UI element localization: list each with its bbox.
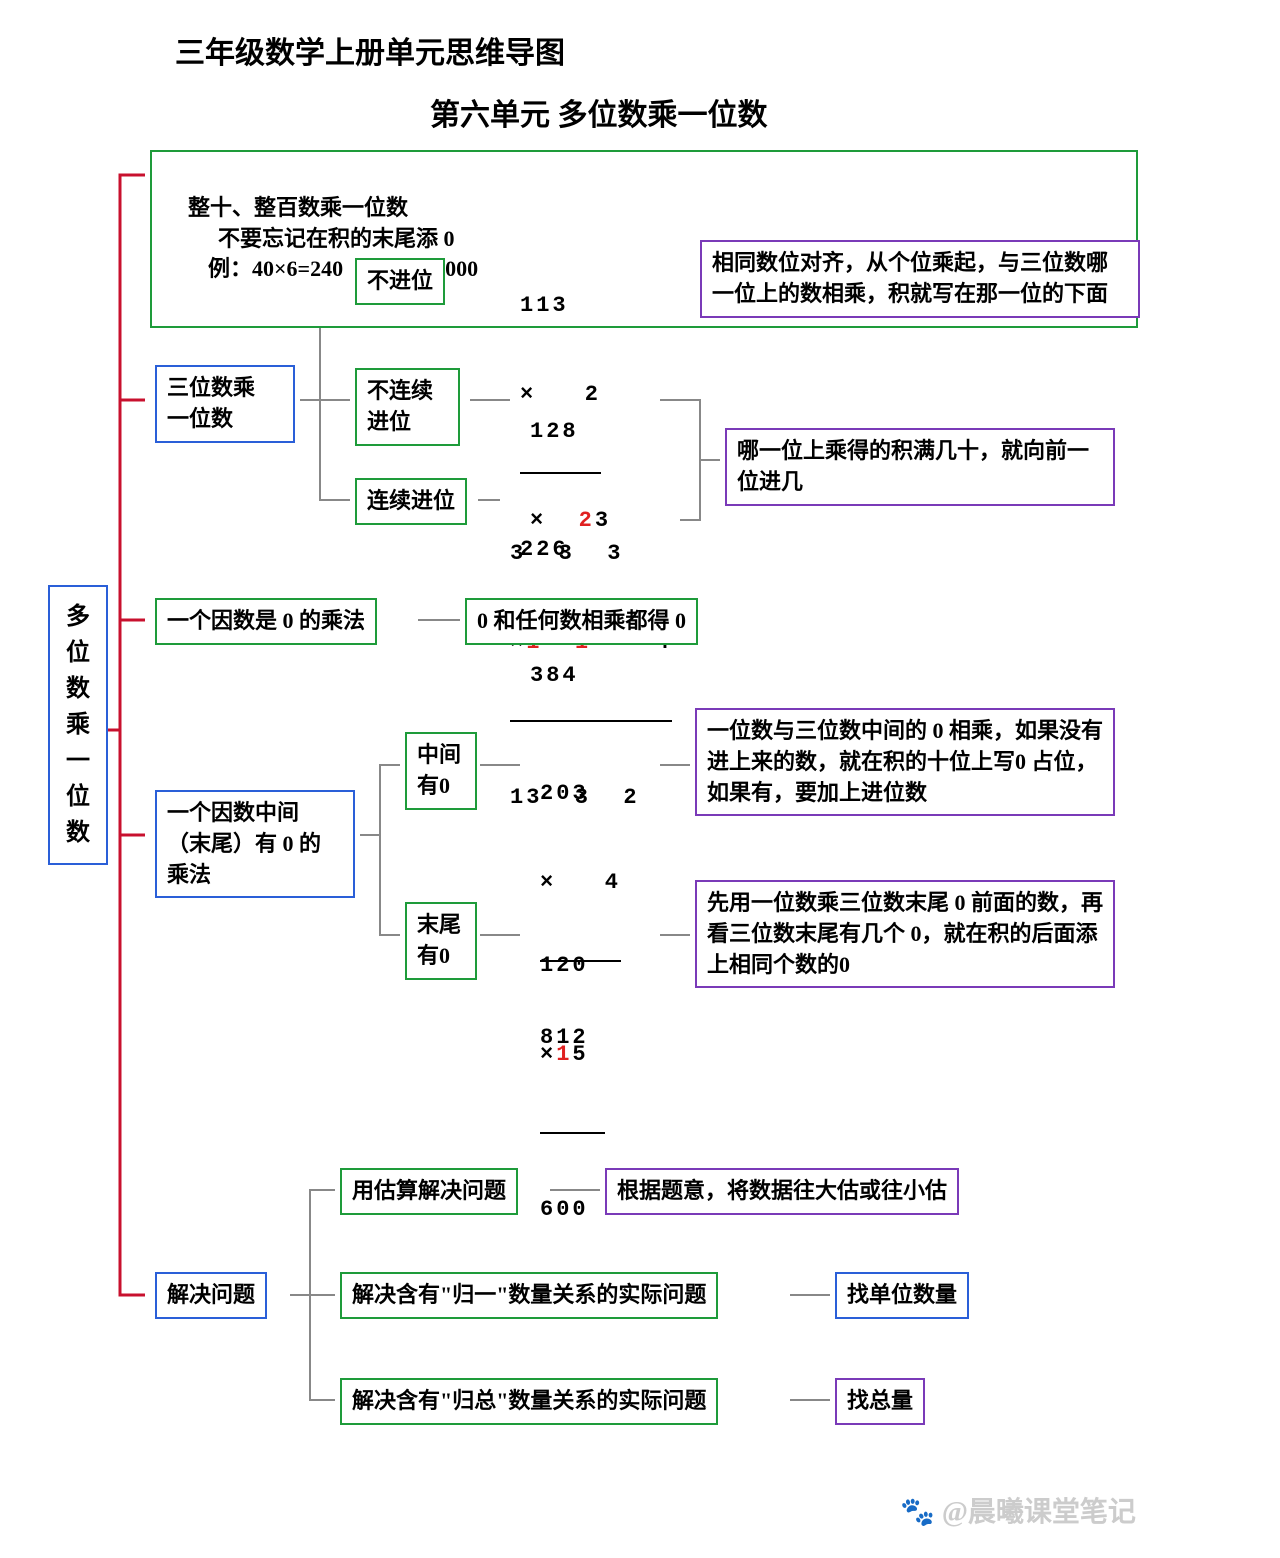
branch2-desc: 0 和任何数相乘都得 0 — [465, 598, 698, 645]
branch1-sub1: 不进位 — [355, 258, 445, 305]
branch2-main: 一个因数是 0 的乘法 — [155, 598, 377, 645]
branch1-sub1-desc: 相同数位对齐，从个位乘起，与三位数哪一位上的数相乘，积就写在那一位的下面 — [700, 240, 1140, 318]
branch3-sub1: 中间 有0 — [405, 732, 477, 810]
branch4-main: 解决问题 — [155, 1272, 267, 1319]
branch1-shared-desc: 哪一位上乘得的积满几十，就向前一位进几 — [725, 428, 1115, 506]
watermark: 🐾 @晨曦课堂笔记 — [900, 1490, 1136, 1530]
diagram-canvas: 三年级数学上册单元思维导图 第六单元 多位数乘一位数 整十、整百数乘一位数 不要… — [0, 0, 1280, 1558]
branch4-sub2: 解决含有"归一"数量关系的实际问题 — [340, 1272, 718, 1319]
calc-row: ×15 — [540, 1040, 605, 1070]
branch1-sub2: 不连续 进位 — [355, 368, 460, 446]
top-box-part2: 不要忘记在积的末尾添 0 — [218, 224, 455, 255]
branch4-sub3-desc: 找总量 — [835, 1378, 925, 1425]
branch1-main: 三位数乘 一位数 — [155, 365, 295, 443]
branch3-sub2-desc: 先用一位数乘三位数末尾 0 前面的数，再看三位数末尾有几个 0，就在积的后面添上… — [695, 880, 1115, 988]
branch4-sub1: 用估算解决问题 — [340, 1168, 518, 1215]
branch3-main: 一个因数中间 （末尾）有 0 的 乘法 — [155, 790, 355, 898]
branch3-sub1-desc: 一位数与三位数中间的 0 相乘，如果没有进上来的数，就在积的十位上写0 占位，如… — [695, 708, 1115, 816]
branch1-sub3: 连续进位 — [355, 478, 467, 525]
calc-row: 128 — [530, 417, 611, 447]
sub-title: 第六单元 多位数乘一位数 — [430, 90, 768, 134]
root-node: 多 位 数 乘 一 位 数 — [48, 585, 108, 865]
top-box-part1: 整十、整百数乘一位数 — [188, 193, 408, 224]
calc-row: 113 — [520, 291, 601, 321]
calc-row: 120 — [540, 951, 605, 981]
calc-row: 203 — [540, 779, 621, 809]
calc-row: 600 — [540, 1195, 605, 1225]
calc-divider — [540, 1132, 605, 1134]
branch4-sub2-desc: 找单位数量 — [835, 1272, 969, 1319]
branch3-sub2: 末尾 有0 — [405, 902, 477, 980]
calc-row: 3 3 3 — [510, 539, 672, 569]
branch4-sub3: 解决含有"归总"数量关系的实际问题 — [340, 1378, 718, 1425]
main-title: 三年级数学上册单元思维导图 — [175, 28, 565, 72]
branch3-sub2-calc: 120 ×15 600 — [540, 892, 605, 1284]
branch4-sub1-desc: 根据题意，将数据往大估或往小估 — [605, 1168, 959, 1215]
